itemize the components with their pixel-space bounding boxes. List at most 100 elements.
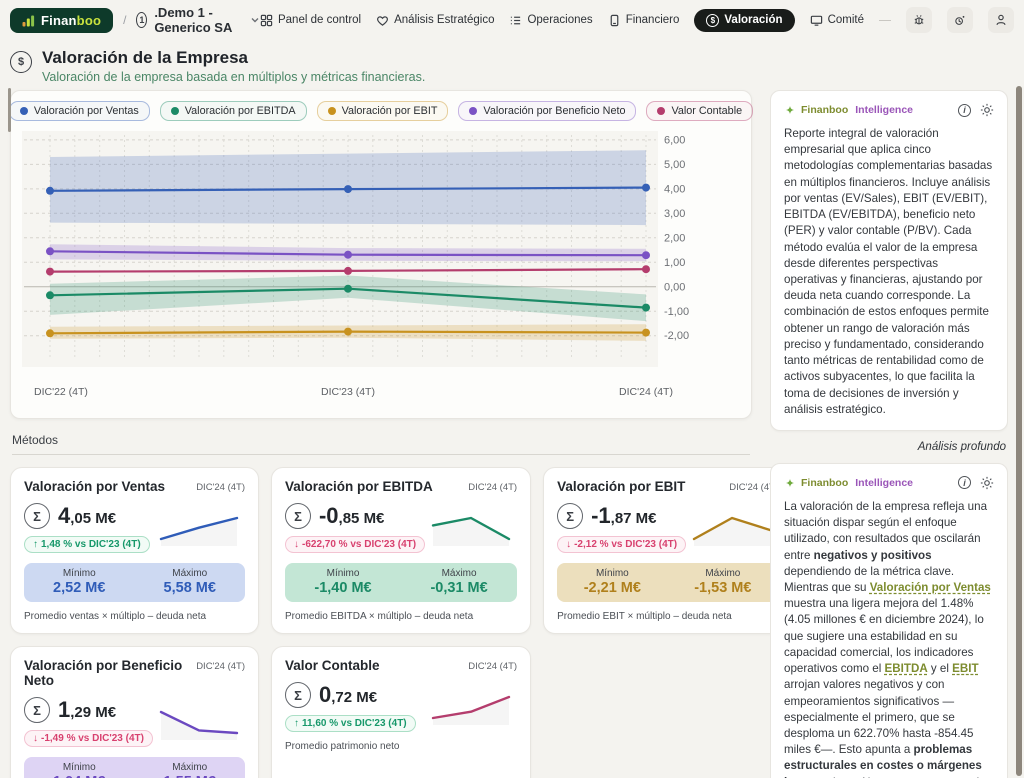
brand-finanboo: Finanboo — [801, 476, 849, 489]
sigma-icon: Σ — [284, 682, 311, 708]
change-badge: ↓ -1,49 % vs DIC'23 (4T) — [24, 730, 153, 747]
legend-dot — [327, 107, 336, 115]
card-period: DIC'24 (4T) — [196, 661, 245, 672]
nav-operaciones[interactable]: Operaciones — [509, 14, 593, 27]
user-icon — [994, 13, 1008, 27]
sparkline-chart — [425, 687, 517, 727]
svg-text:1,00: 1,00 — [664, 257, 685, 269]
max-value: 1,55 M€ — [164, 774, 216, 778]
sparkle-icon — [784, 104, 796, 116]
page-scrollbar-thumb[interactable] — [1016, 86, 1022, 776]
company-avatar: 1 — [136, 12, 148, 28]
sigma-icon: Σ — [284, 503, 311, 529]
sparkline-chart — [153, 702, 245, 742]
content-scrollbar-thumb[interactable] — [8, 88, 11, 132]
nav-analisis-estrategico[interactable]: Análisis Estratégico — [376, 14, 494, 27]
gear-icon[interactable] — [980, 476, 994, 490]
legend-dot — [657, 107, 666, 115]
change-badge: ↑ 1,48 % vs DIC'23 (4T) — [24, 536, 150, 553]
method-card-valor-contable: Valor Contable DIC'24 (4T) Σ 0,72 M€ ↑ 11,6… — [270, 646, 532, 778]
arrow-icon: ↓ — [566, 539, 572, 550]
gear-icon[interactable] — [980, 103, 994, 117]
ai-summary-text: Reporte integral de valoración empresari… — [784, 127, 993, 416]
nav-valoracion[interactable]: $ Valoración — [694, 8, 795, 32]
logo-text: Finanboo — [41, 12, 102, 28]
method-card-ventas: Valoración por Ventas DIC'24 (4T) Σ 4,05 M… — [10, 467, 259, 634]
inline-metric-link[interactable]: Valoración por Ventas — [869, 581, 991, 595]
formula-caption: Promedio ventas × múltiplo – deuda neta — [24, 611, 207, 622]
deep-analysis-link[interactable]: Análisis profundo — [917, 440, 1006, 453]
min-max-panel: Mínimo -2,21 M€ Máximo -1,53 M€ — [557, 563, 779, 602]
sparkle-clock-icon — [953, 13, 967, 27]
nav-comite[interactable]: Comité — [810, 14, 864, 27]
card-value: 1,29 M€ — [58, 697, 117, 722]
nav-divider — [879, 19, 891, 21]
info-icon[interactable]: i — [958, 476, 971, 490]
breadcrumb-separator: / — [123, 13, 127, 27]
brand-intelligence: Intelligence — [855, 476, 914, 489]
change-badge: ↑ 11,60 % vs DIC'23 (4T) — [284, 715, 416, 732]
legend-valoracion-por-ebit[interactable]: Valoración por EBIT — [316, 101, 449, 121]
methods-label: Métodos — [12, 433, 59, 447]
change-badge: ↓ -2,12 % vs DIC'23 (4T) — [557, 536, 687, 553]
card-title: Valoración por EBIT — [557, 479, 686, 494]
legend-dot — [469, 107, 478, 115]
inline-metric-link[interactable]: EBITDA — [884, 662, 928, 676]
logo-bars-icon — [22, 14, 35, 27]
legend-valoracion-por-ventas[interactable]: Valoración por Ventas — [8, 101, 150, 121]
min-max-panel: Mínimo1,04 M€ Máximo1,55 M€ — [24, 757, 245, 778]
method-card-ebit: Valoración por EBIT DIC'24 (4T) Σ -1,87 M€… — [543, 467, 793, 634]
arrow-icon: ↑ — [33, 539, 38, 550]
svg-text:3,00: 3,00 — [664, 208, 685, 220]
main-nav: Panel de control Análisis Estratégico Op… — [260, 7, 1014, 33]
card-title: Valoración por EBITDA — [284, 479, 433, 494]
method-card-ebitda: Valoración por EBITDA DIC'24 (4T) Σ -0,85 … — [270, 467, 532, 634]
page-header: $ Valoración de la Empresa Valoración de… — [0, 40, 1024, 90]
nav-panel-de-control[interactable]: Panel de control — [260, 14, 361, 27]
min-max-panel: Mínimo -1,40 M€ Máximo -0,31 M€ — [284, 563, 518, 602]
sigma-icon: Σ — [24, 503, 50, 529]
account-button[interactable] — [988, 7, 1014, 33]
company-name: .Demo 1 - Generico SA — [154, 5, 233, 35]
legend-valoracion-por-beneficio-neto[interactable]: Valoración por Beneficio Neto — [458, 101, 637, 121]
bug-report-button[interactable] — [906, 7, 932, 33]
sparkline-chart — [153, 508, 245, 548]
card-value: 4,05 M€ — [58, 503, 117, 528]
updates-button[interactable] — [947, 7, 973, 33]
sparkline-chart — [425, 508, 517, 548]
legend-valoracion-por-ebitda[interactable]: Valoración por EBITDA — [159, 101, 307, 121]
valuation-line-chart: 6,00 5,00 4,00 3,00 2,00 1,00 0,00 -1,00 -2,00 DI… — [19, 127, 743, 412]
sparkle-icon — [784, 477, 796, 489]
legend-valor-contable[interactable]: Valor Contable — [646, 101, 754, 121]
info-icon[interactable]: i — [958, 103, 971, 117]
legend-dot — [19, 107, 28, 115]
intelligence-sidebar: Finanboo Intelligence i Reporte integral … — [770, 90, 1008, 778]
svg-text:-1,00: -1,00 — [664, 306, 689, 318]
page-subtitle: Valoración de la empresa basada en múlti… — [42, 70, 426, 84]
monitor-icon — [810, 14, 823, 27]
formula-caption: Promedio EBIT × múltiplo – deuda neta — [557, 611, 732, 622]
card-value: -0,85 M€ — [318, 503, 385, 528]
arrow-icon: ↑ — [293, 718, 299, 729]
sparkline-chart — [686, 508, 778, 548]
svg-text:DIC'22 (4T): DIC'22 (4T) — [34, 386, 88, 398]
brand-intelligence: Intelligence — [855, 104, 914, 116]
min-max-panel: Mínimo 2,52 M€ Máximo 5,58 M€ — [24, 563, 245, 602]
app-logo[interactable]: Finanboo — [10, 7, 114, 33]
company-selector[interactable]: 1 .Demo 1 - Generico SA — [136, 5, 260, 35]
min-value: -2,21 M€ — [583, 580, 641, 596]
legend-dot — [170, 107, 179, 115]
svg-text:6,00: 6,00 — [664, 134, 685, 146]
svg-text:2,00: 2,00 — [664, 232, 685, 244]
inline-metric-link[interactable]: EBIT — [952, 662, 979, 676]
checklist-icon — [509, 14, 522, 27]
document-icon — [608, 14, 621, 27]
change-badge: ↓ -622,70 % vs DIC'23 (4T) — [284, 536, 426, 553]
card-title: Valor Contable — [284, 658, 380, 673]
card-title: Valoración por Ventas — [24, 479, 166, 494]
nav-financiero[interactable]: Financiero — [608, 14, 679, 27]
svg-text:DIC'23 (4T): DIC'23 (4T) — [321, 386, 375, 398]
brand-finanboo: Finanboo — [801, 104, 849, 116]
valuation-dollar-icon: $ — [10, 51, 32, 73]
min-value: 2,52 M€ — [53, 580, 106, 596]
